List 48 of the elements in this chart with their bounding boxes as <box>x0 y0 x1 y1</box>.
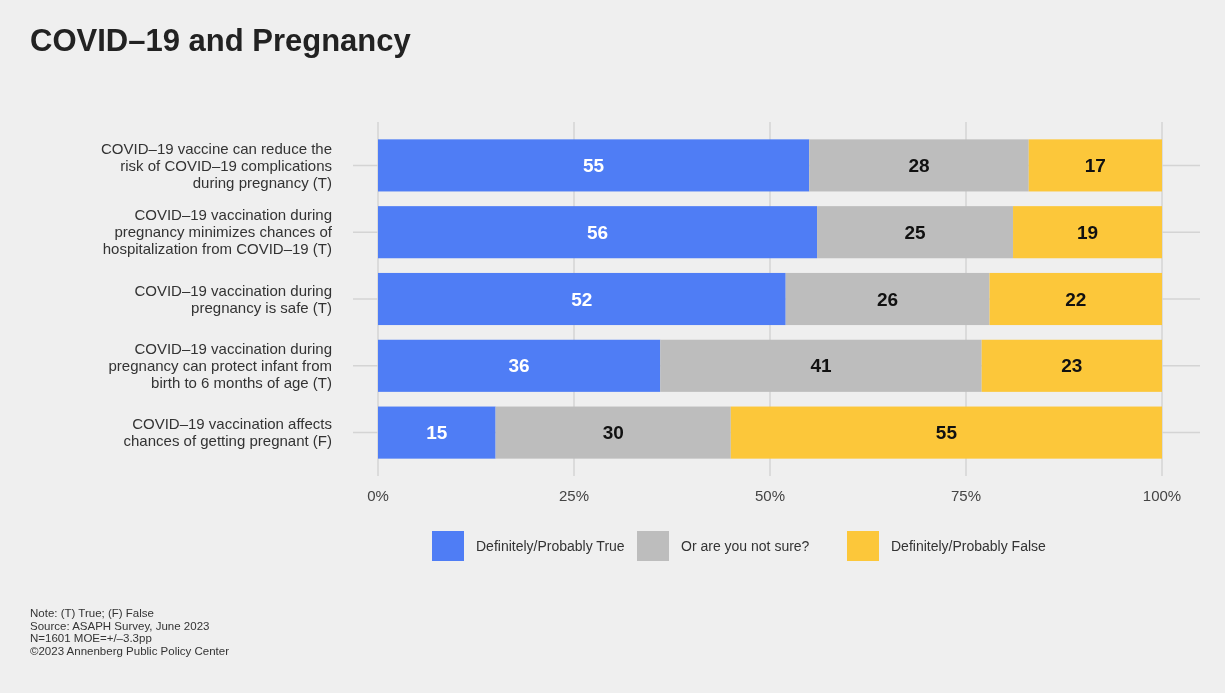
data-label: 25 <box>904 221 927 243</box>
y-tick-label: COVID–19 vaccination during pregnancy is safe (T) <box>134 281 332 316</box>
bar <box>809 139 1029 192</box>
bar <box>378 339 661 392</box>
legend-label: Or are you not sure? <box>681 537 810 554</box>
chart-title: COVID–19 and Pregnancy <box>30 22 412 58</box>
data-label: 56 <box>586 221 609 243</box>
bar <box>378 272 786 326</box>
x-tick-label: 0% <box>367 487 389 505</box>
x-tick-label: 50% <box>754 487 786 505</box>
data-label: 26 <box>877 288 899 310</box>
bar <box>495 406 731 459</box>
text: N=1601 MOE=+/–3.3pp <box>30 632 152 645</box>
data-label: 23 <box>1061 355 1083 377</box>
legend-label: Definitely/Probably False <box>891 537 1047 554</box>
data-label: 55 <box>583 155 605 177</box>
source-note: Source: ASAPH Survey, June 2023 <box>30 619 210 632</box>
bar <box>378 406 496 459</box>
text: ©2023 Annenberg Public Policy Center <box>30 644 230 657</box>
bar <box>817 206 1014 259</box>
bar <box>378 206 818 259</box>
data-label: 22 <box>1065 288 1087 310</box>
y-tick-label: COVID–19 vaccine can reduce the risk of COVID–19 complications during pregnancy (T) <box>101 139 332 191</box>
x-tick-label: 25% <box>558 487 590 505</box>
data-label: 52 <box>571 288 593 310</box>
x-tick-label: 100% <box>1142 487 1182 505</box>
bar <box>989 272 1162 326</box>
x-tick-label: 75% <box>950 487 982 505</box>
data-label: 28 <box>908 155 930 177</box>
bar <box>378 139 810 192</box>
y-tick-label: COVID–19 vaccination affects chances of getting pregnant (F) <box>123 415 332 450</box>
bar <box>1013 206 1162 259</box>
bar <box>981 339 1162 392</box>
legend-label: Definitely/Probably True <box>476 537 625 554</box>
y-tick-label: COVID–19 vaccination during pregnancy minimizes chances of hospitalization from COVID–19 (T) <box>102 206 333 258</box>
y-tick-label: COVID–19 vaccination during pregnancy can protect infant from birth to 6 months of age (T) <box>108 340 332 392</box>
bar <box>660 339 982 392</box>
bar <box>1028 139 1162 192</box>
text: Note: (T) True; (F) False <box>30 607 154 620</box>
data-label: 30 <box>602 422 624 444</box>
bar <box>730 406 1162 459</box>
data-label: 19 <box>1076 221 1099 243</box>
data-label: 41 <box>810 355 832 377</box>
data-label: 36 <box>508 355 530 377</box>
data-label: 17 <box>1084 155 1106 177</box>
data-label: 15 <box>426 422 448 444</box>
data-label: 55 <box>935 422 958 444</box>
bar <box>785 272 990 326</box>
